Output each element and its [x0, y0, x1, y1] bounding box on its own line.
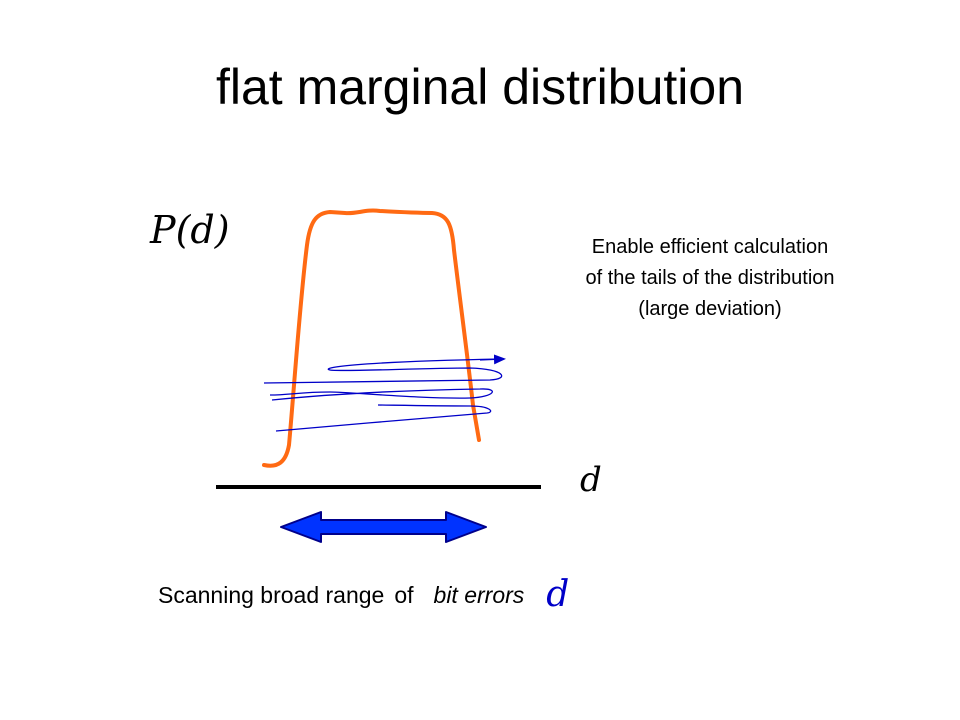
caption-part-2: of — [394, 582, 414, 608]
y-axis-symbol: P(d) — [150, 208, 230, 252]
slide-title: flat marginal distribution — [215, 59, 745, 115]
note-line-3: (large deviation) — [638, 298, 782, 320]
caption-part-1: Scanning broad range — [158, 582, 385, 608]
range-double-arrow — [280, 511, 487, 543]
caption: Scanning broad range of bit errors d — [158, 574, 569, 615]
x-axis-symbol: d — [580, 460, 602, 500]
caption-variable-d: d — [546, 574, 570, 615]
flat-distribution-curve — [262, 208, 481, 468]
note-line-2: of the tails of the distribution — [585, 267, 835, 289]
caption-bit-errors: bit errors — [433, 582, 525, 608]
note-line-1: Enable efficient calculation — [591, 236, 829, 258]
scan-direction-arrow — [479, 354, 506, 365]
scan-path — [263, 358, 503, 432]
explanation-note: Enable efficient calculation of the tail… — [520, 232, 900, 325]
